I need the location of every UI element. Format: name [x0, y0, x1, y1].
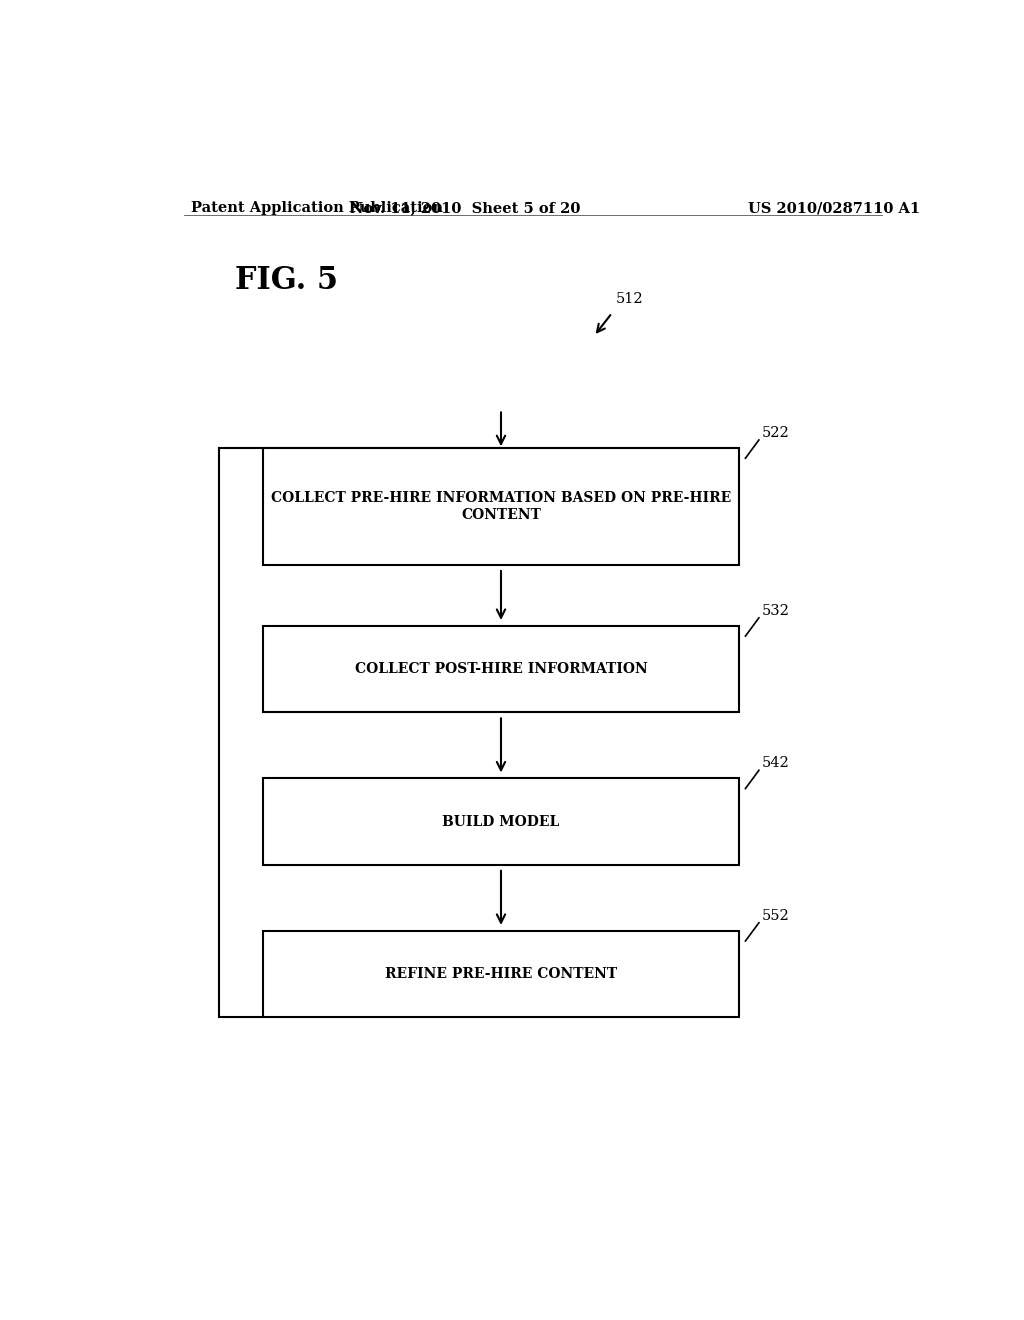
Text: 542: 542 — [761, 756, 790, 771]
Text: 552: 552 — [761, 908, 790, 923]
Text: REFINE PRE-HIRE CONTENT: REFINE PRE-HIRE CONTENT — [385, 968, 617, 981]
Text: FIG. 5: FIG. 5 — [236, 265, 338, 296]
Text: Patent Application Publication: Patent Application Publication — [191, 201, 443, 215]
Text: COLLECT POST-HIRE INFORMATION: COLLECT POST-HIRE INFORMATION — [354, 663, 647, 676]
Bar — [263, 447, 739, 565]
Bar — [263, 779, 739, 865]
Text: 532: 532 — [761, 603, 790, 618]
Text: BUILD MODEL: BUILD MODEL — [442, 814, 560, 829]
Bar — [263, 626, 739, 713]
Bar — [263, 931, 739, 1018]
Text: COLLECT PRE-HIRE INFORMATION BASED ON PRE-HIRE
CONTENT: COLLECT PRE-HIRE INFORMATION BASED ON PR… — [271, 491, 731, 521]
Text: 522: 522 — [761, 426, 790, 440]
Text: Nov. 11, 2010  Sheet 5 of 20: Nov. 11, 2010 Sheet 5 of 20 — [350, 201, 581, 215]
Text: 512: 512 — [616, 292, 644, 306]
Text: US 2010/0287110 A1: US 2010/0287110 A1 — [749, 201, 921, 215]
